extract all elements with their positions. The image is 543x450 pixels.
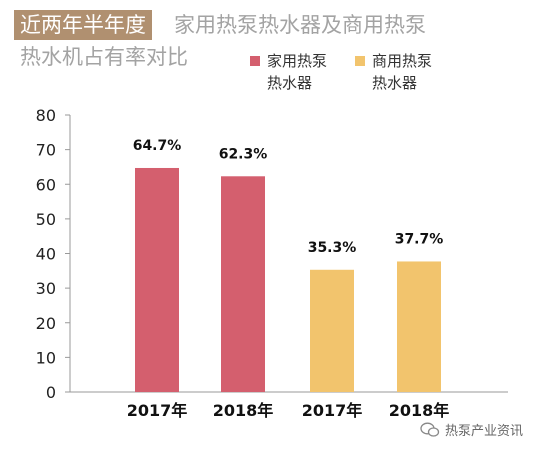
chart-title-line1: 家用热泵热水器及商用热泵 (174, 13, 426, 37)
x-tick-label: 2017年 (302, 401, 363, 420)
bar (135, 167, 179, 392)
y-tick-label: 60 (36, 175, 56, 194)
legend-label-household: 家用热泵热水器 (267, 52, 328, 92)
legend-item-household: 家用热泵热水器 (250, 50, 333, 94)
y-tick-label: 30 (36, 279, 56, 298)
footer-source-text: 热泵产业资讯 (445, 424, 524, 439)
legend-swatch-commercial (355, 56, 365, 66)
y-tick-label: 50 (36, 210, 56, 229)
legend-label-commercial: 商用热泵热水器 (372, 52, 433, 92)
chart-title-line2: 热水机占有率对比 (20, 45, 188, 69)
data-label: 35.3% (308, 240, 357, 256)
chart-title-highlight: 近两年半年度 (14, 10, 152, 40)
footer-source: 热泵产业资讯 (420, 420, 523, 439)
bar (310, 269, 354, 392)
data-label: 62.3% (219, 146, 268, 162)
bar (221, 176, 265, 392)
x-tick-label: 2018年 (213, 401, 274, 420)
legend-swatch-household (250, 56, 260, 66)
y-tick-label: 40 (36, 245, 56, 264)
wechat-icon (420, 422, 440, 438)
legend-item-commercial: 商用热泵热水器 (355, 50, 438, 94)
y-tick-label: 0 (46, 383, 56, 402)
bar (397, 261, 441, 392)
data-label: 37.7% (395, 231, 444, 247)
y-tick-label: 80 (36, 106, 56, 125)
data-label: 64.7% (133, 138, 182, 154)
x-tick-label: 2018年 (389, 401, 450, 420)
x-tick-label: 2017年 (127, 401, 188, 420)
y-tick-label: 70 (36, 141, 56, 160)
y-tick-label: 10 (36, 348, 56, 367)
y-tick-label: 20 (36, 314, 56, 333)
